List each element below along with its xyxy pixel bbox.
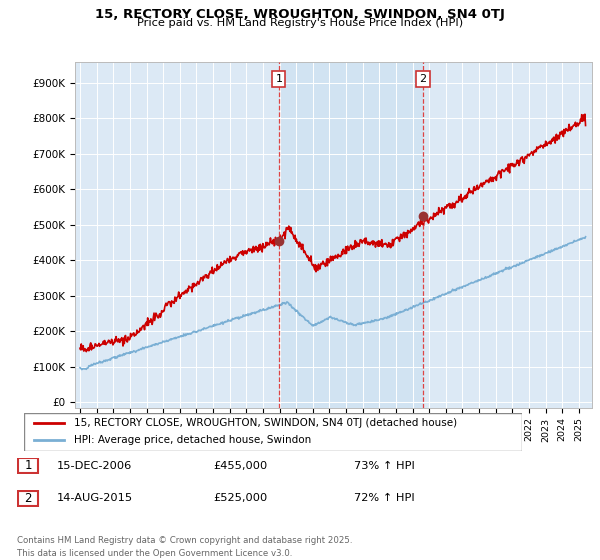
Text: 1: 1 [25, 459, 32, 473]
Text: Contains HM Land Registry data © Crown copyright and database right 2025.
This d: Contains HM Land Registry data © Crown c… [17, 536, 352, 558]
Text: £455,000: £455,000 [213, 461, 267, 471]
Text: 2: 2 [25, 492, 32, 505]
FancyBboxPatch shape [24, 413, 522, 451]
Text: 1: 1 [275, 74, 283, 85]
Text: 72% ↑ HPI: 72% ↑ HPI [354, 493, 415, 503]
FancyBboxPatch shape [18, 491, 38, 506]
Text: Price paid vs. HM Land Registry's House Price Index (HPI): Price paid vs. HM Land Registry's House … [137, 18, 463, 28]
Text: 15, RECTORY CLOSE, WROUGHTON, SWINDON, SN4 0TJ: 15, RECTORY CLOSE, WROUGHTON, SWINDON, S… [95, 8, 505, 21]
FancyBboxPatch shape [18, 458, 38, 473]
Bar [279, 62, 423, 408]
Text: 73% ↑ HPI: 73% ↑ HPI [354, 461, 415, 471]
Text: 15-DEC-2006: 15-DEC-2006 [57, 461, 132, 471]
Text: 2: 2 [419, 74, 427, 85]
Text: 15, RECTORY CLOSE, WROUGHTON, SWINDON, SN4 0TJ (detached house): 15, RECTORY CLOSE, WROUGHTON, SWINDON, S… [74, 418, 457, 428]
Text: £525,000: £525,000 [213, 493, 267, 503]
Text: HPI: Average price, detached house, Swindon: HPI: Average price, detached house, Swin… [74, 435, 311, 445]
Text: 14-AUG-2015: 14-AUG-2015 [57, 493, 133, 503]
